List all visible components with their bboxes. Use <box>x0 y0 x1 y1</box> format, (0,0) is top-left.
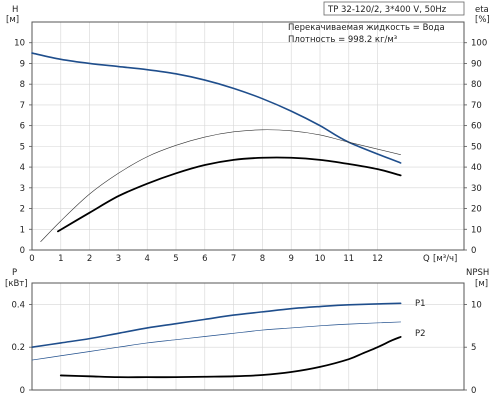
p2-curve-label: P2 <box>415 329 426 339</box>
bottom-series-2-line <box>31 321 401 361</box>
top-x-tick-labels: 0 1 2 3 4 5 6 7 8 9 10 11 12 <box>29 254 383 264</box>
top-left-tick-label: 7 <box>20 101 25 111</box>
top-x-tick-label: 0 <box>29 254 34 264</box>
bottom-right-tick-label: 0 <box>471 386 476 396</box>
bottom-right-tick-label: 5 <box>471 343 476 353</box>
top-x-tick-label: 2 <box>87 254 92 264</box>
top-x-tick-label: 3 <box>116 254 121 264</box>
density-annotation: Плотность = 998.2 кг/м³ <box>288 35 397 45</box>
top-left-tick-label: 4 <box>20 163 25 173</box>
npsh-axis-label: NPSH <box>466 268 489 278</box>
top-right-tick-label: 0 <box>471 246 476 256</box>
fluid-annotation: Перекачиваемая жидкость = Вода <box>288 23 445 33</box>
top-left-tick-label: 9 <box>20 59 25 69</box>
head-axis-unit: [м] <box>6 15 19 25</box>
bottom-series-1-line <box>31 302 402 348</box>
top-left-tick-label: 10 <box>14 39 25 49</box>
top-series-1-line <box>31 52 402 164</box>
bottom-right-tick-labels: 0 5 10 <box>464 300 482 396</box>
top-right-tick-label: 10 <box>471 225 482 235</box>
pump-model-box <box>323 1 465 16</box>
bottom-left-tick-label: 0 <box>20 386 25 396</box>
power-axis-label: P <box>12 268 17 278</box>
top-right-tick-label: 80 <box>471 80 482 90</box>
bottom-curves <box>31 302 402 379</box>
top-left-tick-labels: 0 1 2 3 4 5 6 7 8 9 10 <box>14 39 32 256</box>
bottom-grid <box>31 283 464 391</box>
bottom-series-3-line <box>59 336 402 379</box>
top-left-tick-label: 3 <box>20 184 25 194</box>
top-x-tick-label: 9 <box>288 254 293 264</box>
top-right-tick-label: 70 <box>471 101 482 111</box>
top-right-tick-label: 60 <box>471 122 482 132</box>
top-x-tick-label: 8 <box>260 254 265 264</box>
bottom-plot-frame <box>31 282 465 391</box>
top-left-tick-label: 6 <box>20 122 25 132</box>
head-axis-label: H <box>12 5 18 15</box>
top-right-tick-label: 30 <box>471 184 482 194</box>
top-x-tick-label: 11 <box>343 254 354 264</box>
top-right-tick-label: 20 <box>471 205 482 215</box>
top-left-tick-label: 1 <box>20 225 25 235</box>
bottom-left-tick-labels: 0 0.2 0.4 <box>11 300 32 396</box>
top-right-tick-label: 40 <box>471 163 482 173</box>
flow-axis-label: Q <box>423 254 430 264</box>
efficiency-axis-unit: [%] <box>475 15 490 25</box>
top-right-tick-labels: 0 10 20 30 40 50 60 70 80 90 100 <box>464 39 487 256</box>
power-npsh-chart: 0 0.2 0.4 0 5 10 P [кВт] NPSH [м] P1 P2 <box>5 268 489 396</box>
p1-curve-label: P1 <box>415 299 426 309</box>
top-grid <box>31 22 464 251</box>
top-series-2-line <box>57 156 402 233</box>
bottom-left-tick-label: 0.2 <box>11 343 25 353</box>
top-curves <box>31 52 402 243</box>
top-right-tick-label: 50 <box>471 142 482 152</box>
top-right-tick-label: 100 <box>471 39 487 49</box>
top-left-tick-label: 0 <box>20 246 25 256</box>
bottom-left-tick-label: 0.4 <box>11 300 25 310</box>
top-plot-frame <box>31 21 465 251</box>
efficiency-axis-label: eta <box>475 5 489 15</box>
flow-axis-unit: [м³/ч] <box>433 254 457 264</box>
top-left-tick-label: 8 <box>20 80 25 90</box>
top-x-tick-label: 1 <box>58 254 63 264</box>
top-right-tick-label: 90 <box>471 59 482 69</box>
top-left-tick-label: 5 <box>20 142 25 152</box>
top-x-tick-label: 12 <box>372 254 383 264</box>
npsh-axis-unit: [м] <box>475 279 488 289</box>
top-series-3-line <box>40 129 401 243</box>
top-x-tick-label: 4 <box>144 254 149 264</box>
bottom-right-tick-label: 10 <box>471 300 482 310</box>
top-x-tick-label: 6 <box>202 254 207 264</box>
top-x-tick-label: 7 <box>231 254 236 264</box>
power-axis-unit: [кВт] <box>5 279 28 289</box>
top-x-tick-label: 5 <box>173 254 178 264</box>
pump-model-label: TP 32-120/2, 3*400 V, 50Hz <box>327 5 447 15</box>
top-left-tick-label: 2 <box>20 205 25 215</box>
top-x-tick-label: 10 <box>315 254 326 264</box>
